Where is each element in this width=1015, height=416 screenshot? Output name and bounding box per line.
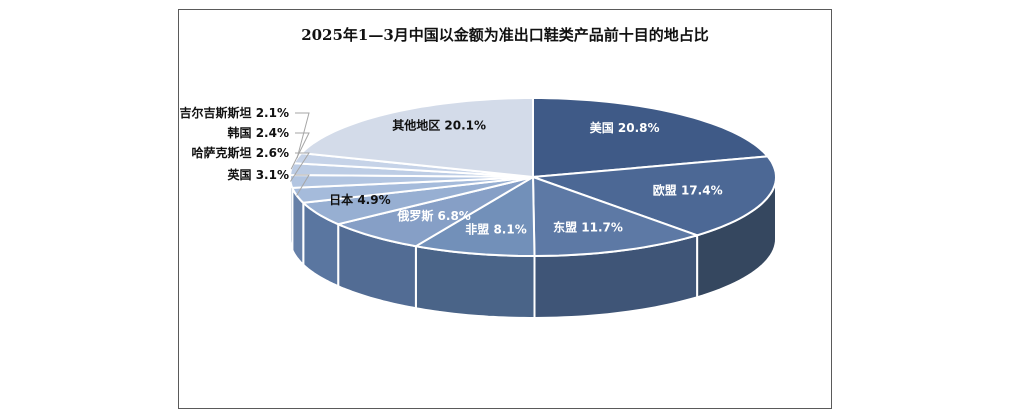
pie-slice-4 bbox=[335, 176, 534, 248]
data-label-3: 非盟 8.1% bbox=[465, 222, 526, 237]
data-label-8: 韩国 2.4% bbox=[228, 125, 289, 140]
leader-line-9 bbox=[295, 112, 310, 159]
pie-slice-0 bbox=[532, 97, 770, 179]
data-label-1: 欧盟 17.4% bbox=[653, 183, 723, 198]
pie-chart: 美国 20.8% 欧盟 17.4% 东盟 11.7% 非盟 8.1%俄罗斯 6.8% 日… bbox=[180, 97, 778, 320]
pie-slice-5 bbox=[300, 176, 534, 226]
data-label-0: 美国 20.8% bbox=[590, 120, 660, 135]
chart-title: 2025年1—3月中国以金额为准出口鞋类产品前十目的地占比 bbox=[301, 26, 709, 44]
data-label-2: 东盟 11.7% bbox=[553, 220, 623, 235]
pie-side-3 bbox=[414, 245, 536, 319]
chart-frame: 2025年1—3月中国以金额为准出口鞋类产品前十目的地占比 美国 20.8% 欧盟… bbox=[178, 9, 832, 409]
pie-slice-2 bbox=[531, 175, 701, 258]
data-label-5: 日本 4.9% bbox=[329, 192, 390, 207]
data-label-9: 吉尔吉斯斯坦 2.1% bbox=[180, 105, 289, 120]
data-label-6: 英国 3.1% bbox=[228, 167, 289, 182]
data-label-4: 俄罗斯 6.8% bbox=[396, 208, 470, 223]
data-label-7: 哈萨克斯坦 2.6% bbox=[192, 145, 289, 160]
pie-slice-3 bbox=[413, 175, 536, 257]
data-label-10: 其他地区 20.1% bbox=[392, 118, 486, 133]
pie-slice-1 bbox=[532, 155, 778, 237]
pie-slice-10 bbox=[299, 97, 534, 179]
leader-line-6 bbox=[295, 174, 310, 196]
